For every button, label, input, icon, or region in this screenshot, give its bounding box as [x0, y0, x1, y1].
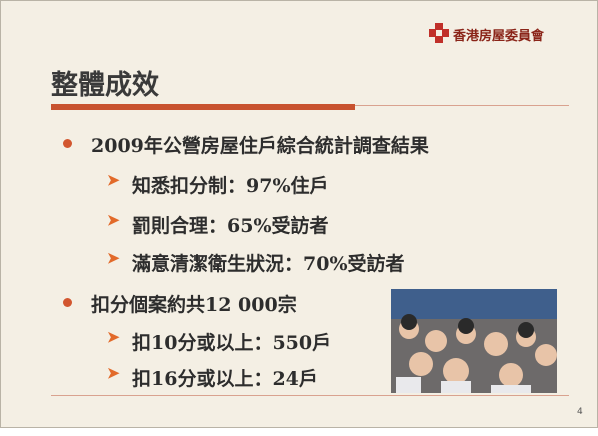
bullet: 扣分個案約共12 000宗: [91, 290, 297, 317]
footer-rule: [51, 395, 569, 396]
bullet: 2009年公營房屋住戶綜合統計調查結果: [91, 131, 429, 158]
sub-bullet: 滿意清潔衛生狀況：70%受訪者: [132, 249, 405, 276]
page-number: 4: [577, 407, 583, 417]
crowd-photo: [391, 289, 557, 393]
title-bar: [51, 104, 355, 110]
slide-title: 整體成效: [51, 63, 159, 102]
sub-bullet: 罰則合理：65%受訪者: [132, 211, 329, 238]
logo: [429, 23, 449, 43]
sub-bullet: 扣10分或以上：550戶: [132, 328, 331, 355]
slide: 香港房屋委員會 整體成效 2009年公營房屋住戶綜合統計調查結果 知悉扣分制：9…: [0, 0, 598, 428]
sub-bullet: 知悉扣分制：97%住戶: [132, 171, 329, 198]
page: 香港房屋委員會 整體成效 2009年公營房屋住戶綜合統計調查結果 知悉扣分制：9…: [0, 0, 598, 436]
organization: 香港房屋委員會: [453, 25, 544, 44]
sub-bullet: 扣16分或以上：24戶: [132, 364, 318, 391]
